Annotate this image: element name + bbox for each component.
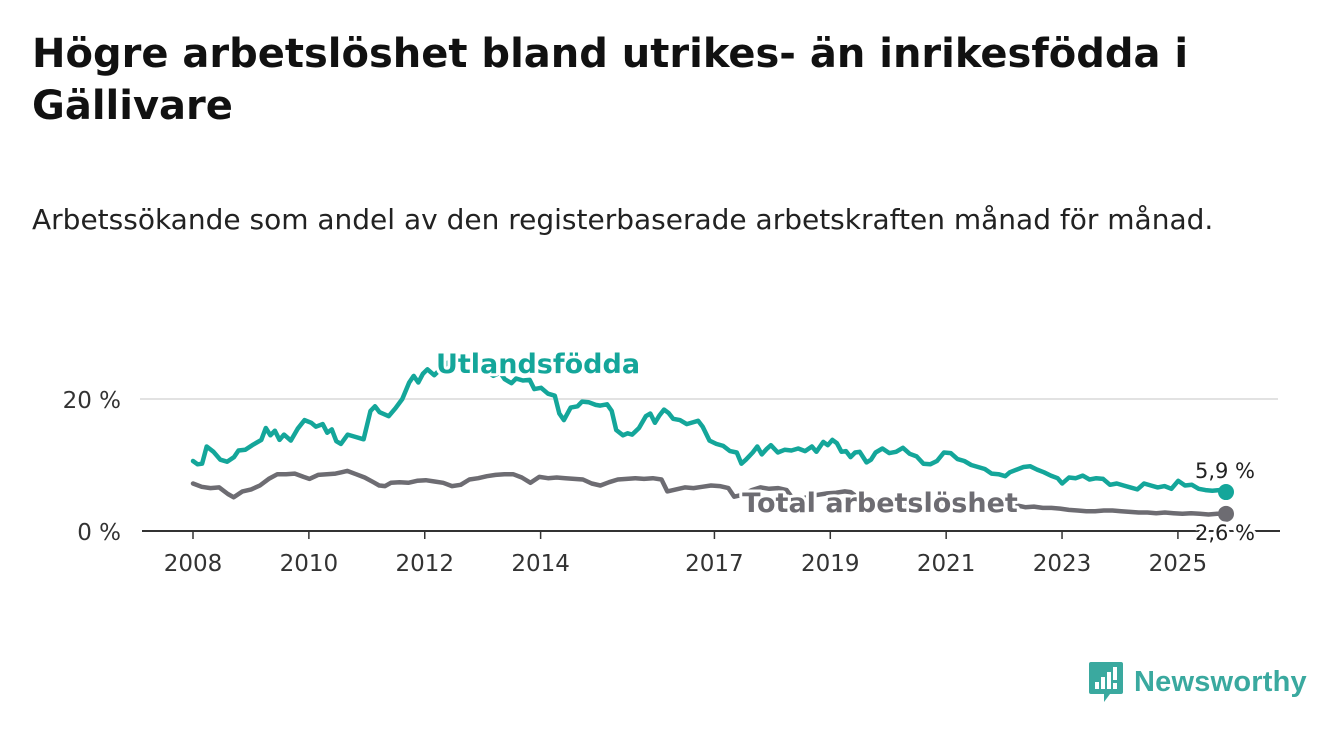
series-label-total-halo: Total arbetslöshet [742,488,1018,519]
x-tick-label: 2010 [280,551,339,577]
end-label-utlandsfodda: 5,9 % [1195,459,1255,483]
series-line-total [190,468,1229,517]
x-tick-label: 2025 [1149,551,1208,577]
series-line-utlandsfodda [190,355,1229,495]
x-tick-label: 2012 [395,551,454,577]
brand-logo: Newsworthy [1088,660,1307,704]
x-tick-label: 2017 [685,551,744,577]
y-tick-label: 0 % [77,520,121,546]
end-label-utlandsfodda-halo: 5,9 % [1195,459,1255,483]
end-label-total-halo: 2,6 % [1195,521,1255,545]
series-label-utlandsfodda: Utlandsfödda [436,349,640,380]
series-label-utlandsfodda-halo: Utlandsfödda [436,349,640,380]
x-tick-label: 2023 [1033,551,1092,577]
end-point-utlandsfodda [1218,484,1234,501]
x-tick-label: 2021 [917,551,976,577]
x-tick-label: 2014 [511,551,570,577]
brand-name: Newsworthy [1134,665,1307,698]
series-label-total: Total arbetslöshet [742,488,1018,519]
end-point-total [1218,505,1234,522]
end-label-total: 2,6 % [1195,521,1255,545]
chart-subtitle: Arbetssökande som andel av den registerb… [32,203,1214,236]
y-tick-label: 20 % [63,388,121,414]
chart-title: Högre arbetslöshet bland utrikes- än inr… [32,31,1189,129]
x-tick-label: 2008 [164,551,223,577]
newsworthy-icon [1089,662,1123,702]
x-tick-label: 2019 [801,551,860,577]
